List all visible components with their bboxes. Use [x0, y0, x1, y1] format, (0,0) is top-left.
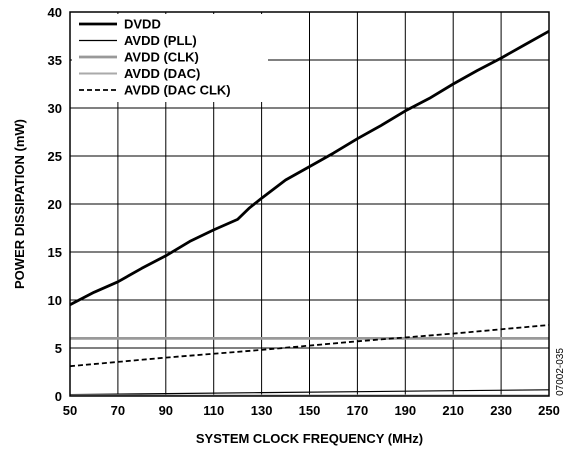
- x-tick-label: 90: [159, 403, 173, 418]
- plot-frame: [69, 11, 550, 397]
- x-tick-label: 230: [490, 403, 512, 418]
- series-line-avdd-dac-clk: [69, 324, 550, 368]
- legend-label-avdd-clk: AVDD (CLK): [124, 50, 199, 65]
- y-axis-title: POWER DISSIPATION (mW): [12, 119, 27, 289]
- figure-id: 07002-035: [555, 348, 566, 396]
- x-tick-label: 50: [63, 403, 77, 418]
- y-tick-label: 20: [48, 197, 62, 212]
- series-line-avdd-pll: [69, 389, 550, 396]
- y-tick-label: 30: [48, 101, 62, 116]
- y-tick-label: 40: [48, 5, 62, 20]
- y-tick-label: 15: [48, 245, 62, 260]
- y-tick-label: 10: [48, 293, 62, 308]
- x-tick-label: 250: [538, 403, 560, 418]
- y-tick-label: 35: [48, 53, 62, 68]
- x-tick-label: 150: [299, 403, 321, 418]
- x-tick-label: 110: [203, 403, 224, 418]
- legend-label-avdd-pll: AVDD (PLL): [124, 33, 197, 48]
- x-tick-label: 210: [442, 403, 464, 418]
- x-tick-label: 70: [111, 403, 125, 418]
- legend-label-dvdd: DVDD: [124, 17, 161, 32]
- x-tick-label: 190: [394, 403, 416, 418]
- x-tick-labels: 50 70 90 110 130 150 170 190 210 230 250: [63, 403, 560, 418]
- y-tick-label: 5: [55, 341, 62, 356]
- legend-label-avdd-dac-clk: AVDD (DAC CLK): [124, 83, 231, 98]
- x-tick-label: 130: [251, 403, 273, 418]
- y-tick-label: 0: [55, 389, 62, 404]
- y-tick-label: 25: [48, 149, 62, 164]
- y-tick-labels: 0 5 10 15 20 25 30 35 40: [48, 5, 62, 404]
- x-tick-label: 170: [347, 403, 369, 418]
- series-line-dvdd: [69, 29, 550, 307]
- legend-label-avdd-dac: AVDD (DAC): [124, 66, 200, 81]
- x-axis-title: SYSTEM CLOCK FREQUENCY (MHz): [196, 431, 423, 446]
